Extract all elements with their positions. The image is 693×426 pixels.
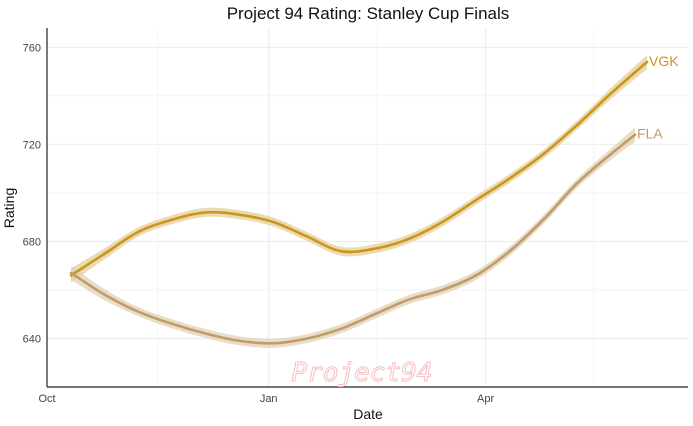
series-line-vgk: [69, 60, 649, 277]
y-tick-label: 760: [23, 42, 41, 54]
confidence-bands: [71, 55, 648, 348]
x-tick-label: Apr: [477, 393, 494, 405]
y-tick-label: 680: [23, 236, 41, 248]
y-tick-label: 640: [23, 333, 41, 345]
series-label-fla: FLA: [637, 126, 663, 142]
axes: [46, 28, 688, 388]
chart-title: Project 94 Rating: Stanley Cup Finals: [227, 4, 510, 23]
series-line-fla: [69, 133, 637, 345]
y-axis-title: Rating: [1, 188, 17, 228]
x-tick-label: Jan: [260, 393, 278, 405]
x-tick-label: Oct: [38, 393, 55, 405]
grid: [46, 28, 688, 387]
series-label-vgk: VGK: [649, 53, 679, 69]
series-labels: VGK FLA: [637, 53, 679, 142]
y-tick-label: 720: [23, 139, 41, 151]
confidence-band-fla: [71, 127, 636, 348]
watermark: Project94: [292, 358, 433, 388]
tick-labels: 640 680 720 760 Oct Jan Apr: [23, 42, 495, 405]
x-axis-title: Date: [353, 406, 383, 422]
series-lines: [69, 60, 649, 345]
